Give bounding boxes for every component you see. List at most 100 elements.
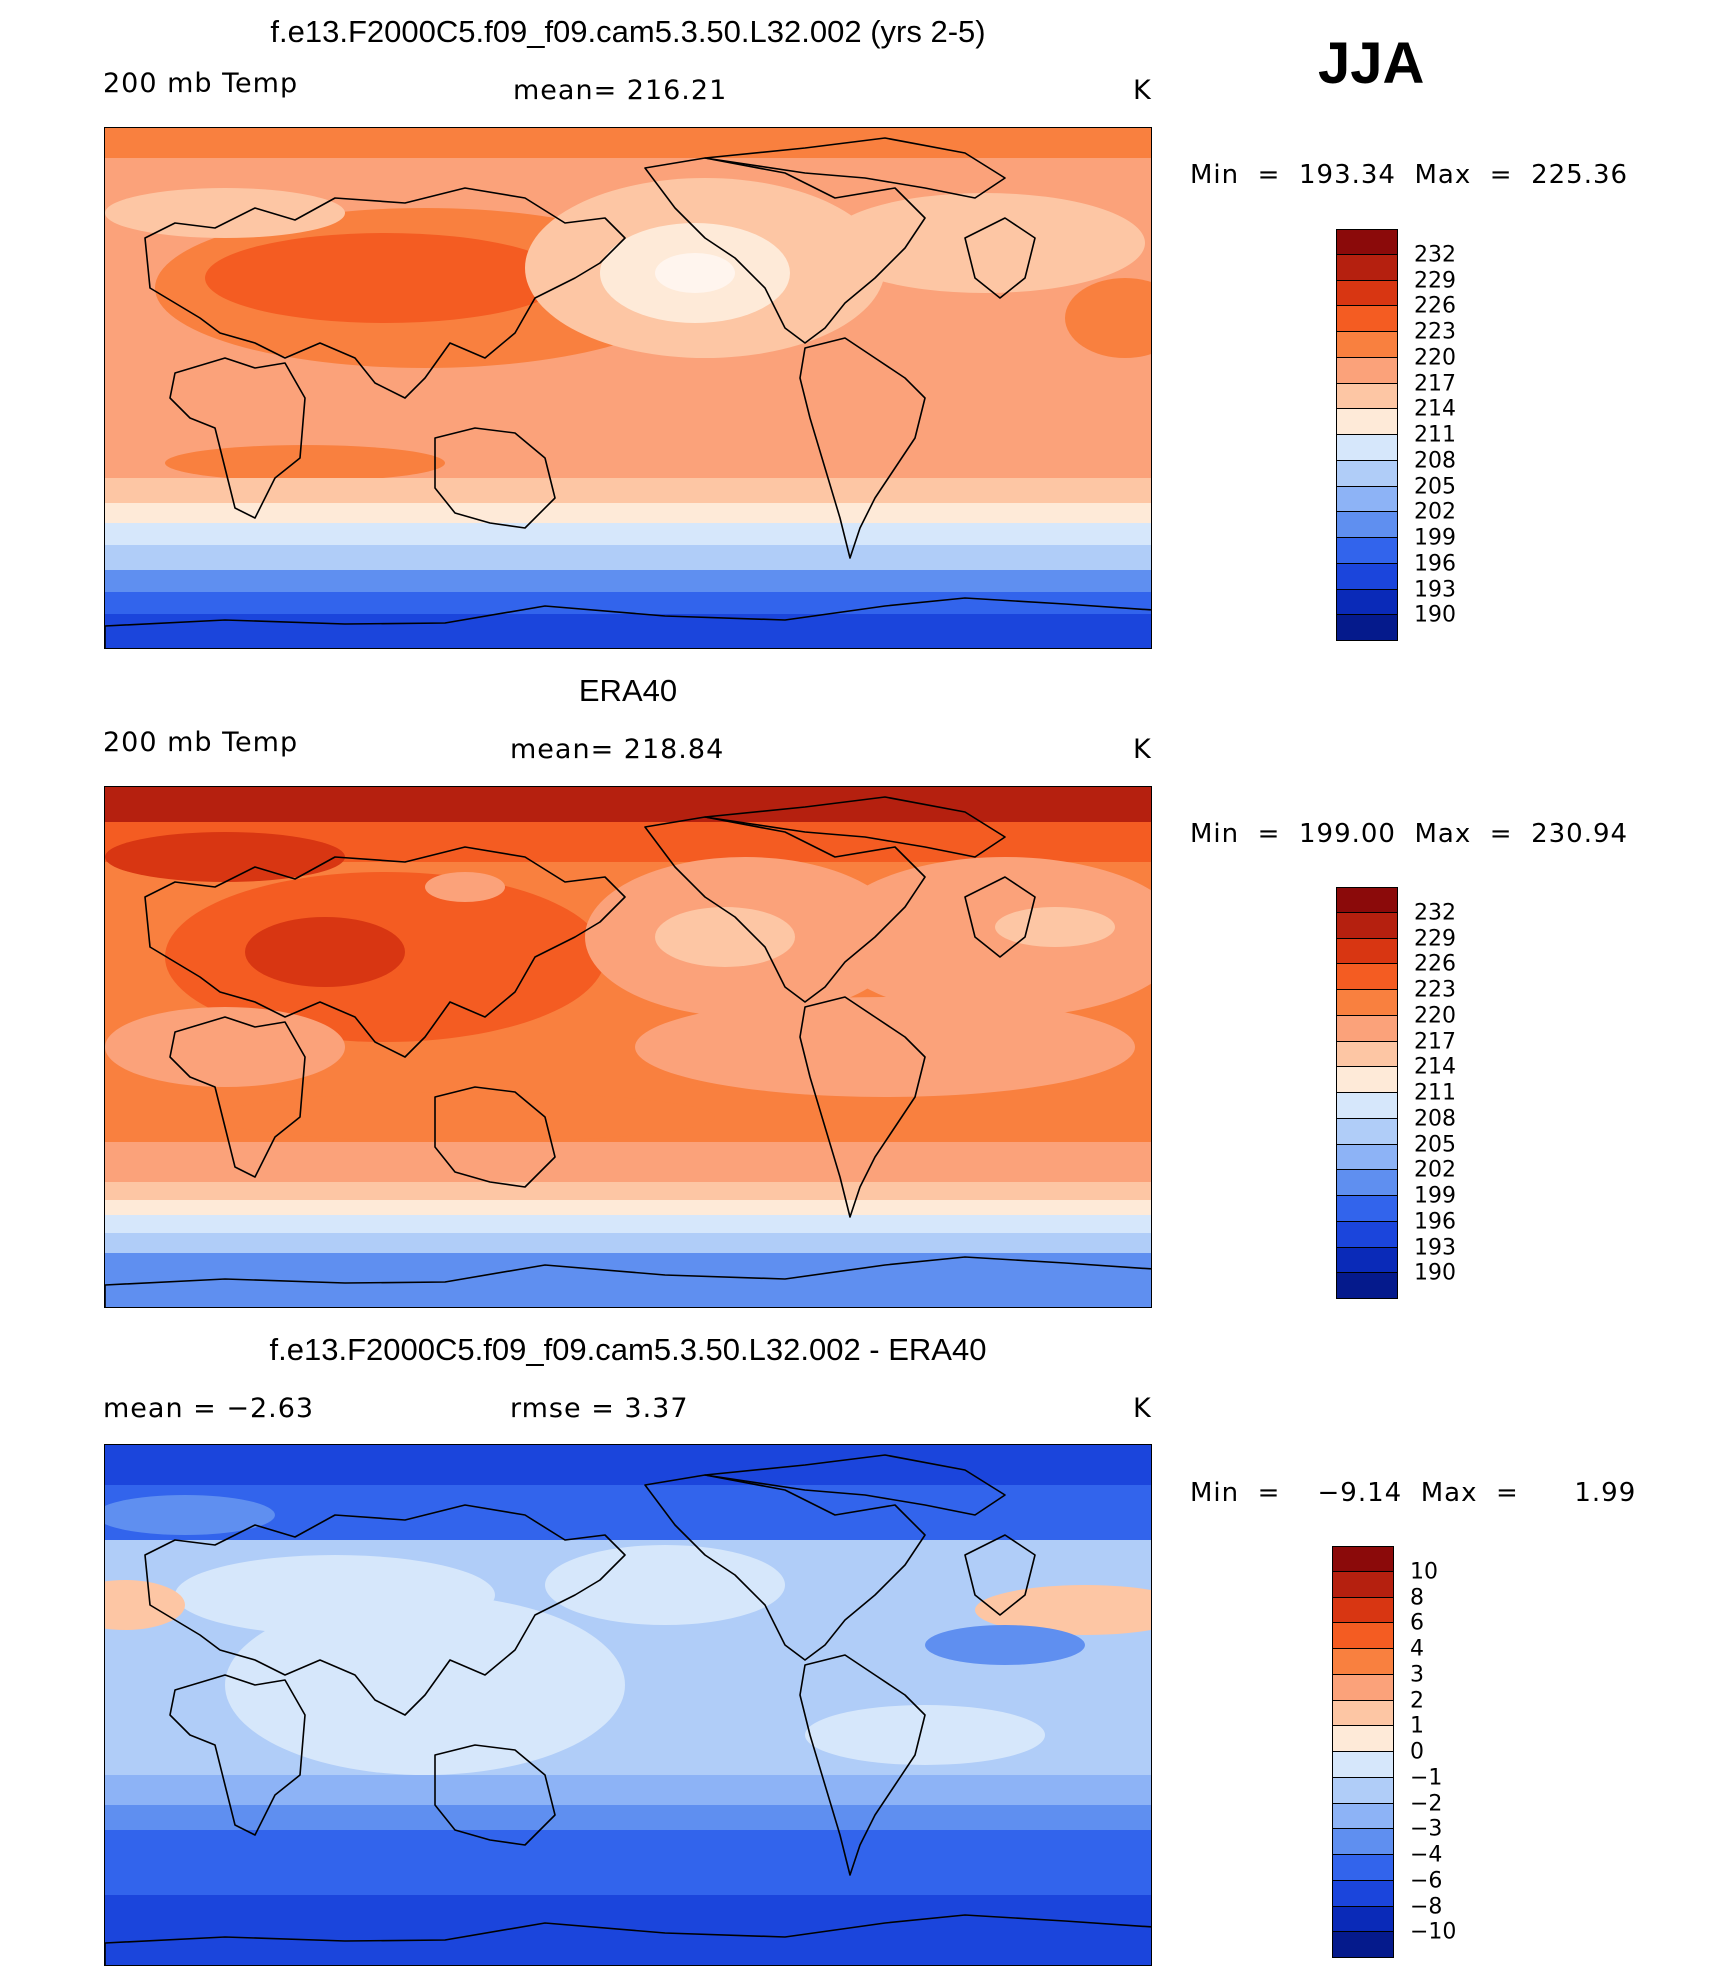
colorbar-swatch	[1336, 964, 1398, 990]
colorbar-frame	[1332, 1546, 1394, 1958]
contour-band	[105, 1775, 1151, 1805]
colorbar-tick-label: 214	[1414, 1054, 1456, 1080]
colorbar-tick-label: 190	[1414, 1260, 1456, 1286]
coastline	[144, 846, 626, 1058]
coastline	[704, 1454, 1006, 1516]
colorbar-swatch	[1332, 1571, 1394, 1598]
contour-band	[105, 523, 1151, 545]
colorbar-tick-label: −2	[1410, 1791, 1443, 1816]
panel-1-mean-label: mean= 216.21	[513, 75, 728, 106]
contour-band	[105, 1830, 1151, 1895]
colorbar-tick-label: 199	[1414, 525, 1456, 551]
colorbar-swatch	[1336, 1196, 1398, 1222]
coastline	[964, 1534, 1036, 1616]
contour-band	[105, 1445, 1151, 1485]
contour-region	[105, 1007, 345, 1087]
colorbar-tick-label: 223	[1414, 319, 1456, 345]
panel-1-min-max: Min = 193.34 Max = 225.36	[1190, 160, 1629, 190]
colorbar-tick-label: 229	[1414, 268, 1456, 293]
coastline	[105, 597, 1151, 648]
coastline	[799, 1654, 926, 1876]
colorbar-swatch	[1336, 383, 1398, 410]
colorbar-swatch	[1336, 1015, 1398, 1042]
colorbar-swatch	[1336, 1247, 1398, 1274]
contour-region	[165, 445, 445, 481]
coastline	[644, 1474, 926, 1661]
colorbar-swatch	[1332, 1777, 1394, 1804]
colorbar-swatch	[1336, 357, 1398, 384]
contour-band	[105, 614, 1151, 648]
colorbar-tick-label: 226	[1414, 293, 1456, 319]
contour-band	[105, 478, 1151, 503]
colorbar-tick-label: 0	[1410, 1739, 1424, 1765]
coastline	[144, 1504, 626, 1716]
colorbar-tick-label: 190	[1414, 602, 1456, 628]
coastline	[964, 217, 1036, 299]
contour-region	[995, 907, 1115, 947]
colorbar-swatch	[1336, 435, 1398, 461]
coastline	[169, 1016, 306, 1178]
colorbar-tick-label: −8	[1410, 1894, 1443, 1919]
contour-region	[655, 253, 735, 293]
colorbar-tick-label: 232	[1414, 242, 1456, 268]
colorbar-swatch	[1332, 1855, 1394, 1881]
colorbar-swatch	[1336, 409, 1398, 435]
colorbar-tick-label: −6	[1410, 1868, 1443, 1894]
panel-1-units: K	[1133, 75, 1152, 106]
colorbar-swatch	[1336, 538, 1398, 564]
coastline	[644, 816, 926, 1003]
colorbar-swatch	[1332, 1829, 1394, 1855]
colorbar-tick-label: 6	[1410, 1610, 1424, 1636]
colorbar-tick-label: 214	[1414, 396, 1456, 422]
coastline	[964, 876, 1036, 958]
colorbar-tick-label: 10	[1410, 1559, 1438, 1585]
contour-band	[105, 1253, 1151, 1307]
colorbar-swatch	[1336, 938, 1398, 965]
panel-2-variable-label: 200 mb Temp	[103, 727, 299, 758]
colorbar-swatch	[1332, 1623, 1394, 1649]
contour-region	[105, 1495, 275, 1535]
contour-band	[105, 1485, 1151, 1540]
contour-region	[105, 1580, 185, 1630]
panel-3-map	[104, 1444, 1152, 1966]
contour-region	[425, 872, 505, 902]
colorbar-swatch	[1332, 1803, 1394, 1830]
colorbar-swatch	[1336, 589, 1398, 616]
colorbar-swatch	[1332, 1752, 1394, 1778]
coastline	[434, 1086, 556, 1188]
colorbar-tick-label: 232	[1414, 900, 1456, 926]
panel-1-map	[104, 127, 1152, 649]
coastline	[169, 1674, 306, 1836]
colorbar-tick-label: 2	[1410, 1688, 1424, 1713]
panel-2-mean-label: mean= 218.84	[510, 734, 725, 765]
colorbar-swatch	[1332, 1700, 1394, 1727]
panel-3-min-max: Min = −9.14 Max = 1.99	[1190, 1478, 1637, 1508]
colorbar-tick-label: 217	[1414, 1029, 1456, 1054]
colorbar-swatch	[1336, 280, 1398, 307]
colorbar-tick-label: −10	[1410, 1919, 1457, 1945]
contour-band	[105, 787, 1151, 822]
colorbar-tick-label: 196	[1414, 551, 1456, 577]
panel-1-contour-field	[105, 128, 1151, 648]
panel-3-rmse-label: rmse = 3.37	[510, 1393, 689, 1424]
colorbar-tick-label: −4	[1410, 1842, 1443, 1868]
contour-band	[105, 1200, 1151, 1215]
colorbar-swatch	[1332, 1906, 1394, 1933]
colorbar-swatch	[1336, 990, 1398, 1016]
colorbar-tick-label: 220	[1414, 345, 1456, 371]
colorbar-swatch	[1336, 254, 1398, 281]
colorbar-tick-label: 193	[1414, 1235, 1456, 1260]
contour-band	[105, 1142, 1151, 1182]
contour-region	[825, 193, 1145, 293]
coastline	[704, 796, 1006, 858]
contour-region	[975, 1585, 1151, 1635]
colorbar-swatch	[1336, 1118, 1398, 1145]
panel-3-mean-label: mean = −2.63	[103, 1393, 315, 1424]
colorbar-tick-label: 217	[1414, 371, 1456, 396]
panel-3-contour-field	[105, 1445, 1151, 1965]
coastline	[704, 137, 1006, 199]
colorbar-tick-label: 193	[1414, 577, 1456, 602]
colorbar-tick-label: 199	[1414, 1183, 1456, 1209]
coastline	[169, 357, 306, 519]
contour-band	[105, 128, 1151, 158]
